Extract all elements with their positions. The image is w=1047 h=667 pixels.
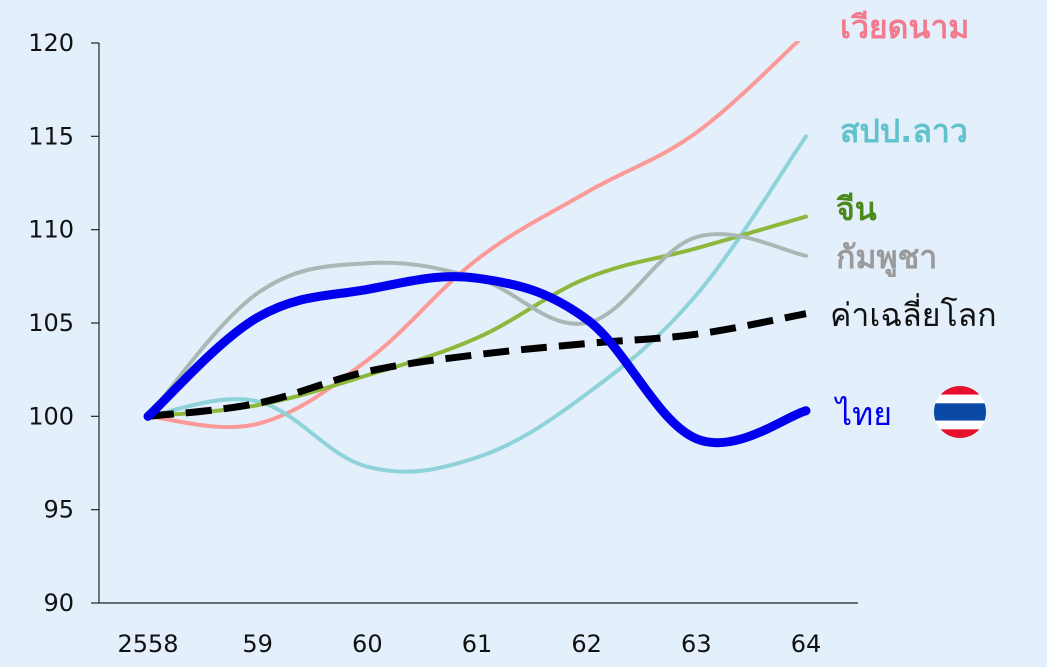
y-tick-label: 105	[28, 309, 74, 337]
x-tick-label: 61	[462, 630, 493, 658]
series-lines	[143, 41, 811, 474]
series-label-1: สปป.ลาว	[840, 112, 968, 150]
flag-stripe	[934, 420, 986, 430]
series-line-5	[143, 272, 811, 448]
x-tick-label: 63	[681, 630, 712, 658]
y-tick-label: 120	[28, 29, 74, 57]
thai-flag-icon	[934, 386, 986, 438]
flag-stripe	[934, 429, 986, 438]
series-label-4: ค่าเฉลี่ยโลก	[830, 293, 997, 334]
axes: 90 95 100 105 110 115 120 2558 59 60 61 62 63 64	[28, 29, 858, 658]
flag-stripe	[934, 386, 986, 395]
x-tick-label: 2558	[117, 630, 178, 658]
y-tick-label: 115	[28, 122, 74, 150]
flag-stripe	[934, 394, 986, 404]
series-label-2: จีน	[836, 190, 877, 228]
series-line-2	[146, 214, 808, 419]
y-tick-label: 110	[28, 216, 74, 244]
series-label-5: ไทย	[833, 395, 892, 433]
flag-stripe	[934, 403, 986, 421]
x-tick-label: 60	[352, 630, 383, 658]
x-tick-label: 62	[571, 630, 602, 658]
y-tick-label: 95	[43, 496, 74, 524]
x-tick-label: 64	[791, 630, 822, 658]
y-tick-label: 100	[28, 402, 74, 430]
x-tick-label: 59	[242, 630, 273, 658]
series-line-1	[146, 134, 808, 474]
series-line-4	[147, 310, 807, 420]
y-tick-label: 90	[43, 589, 74, 617]
thai-flag-stripes	[934, 386, 986, 438]
series-label-0: เวียดนาม	[840, 8, 969, 46]
series-line-0	[146, 41, 802, 430]
series-label-3: กัมพูชา	[836, 238, 937, 278]
